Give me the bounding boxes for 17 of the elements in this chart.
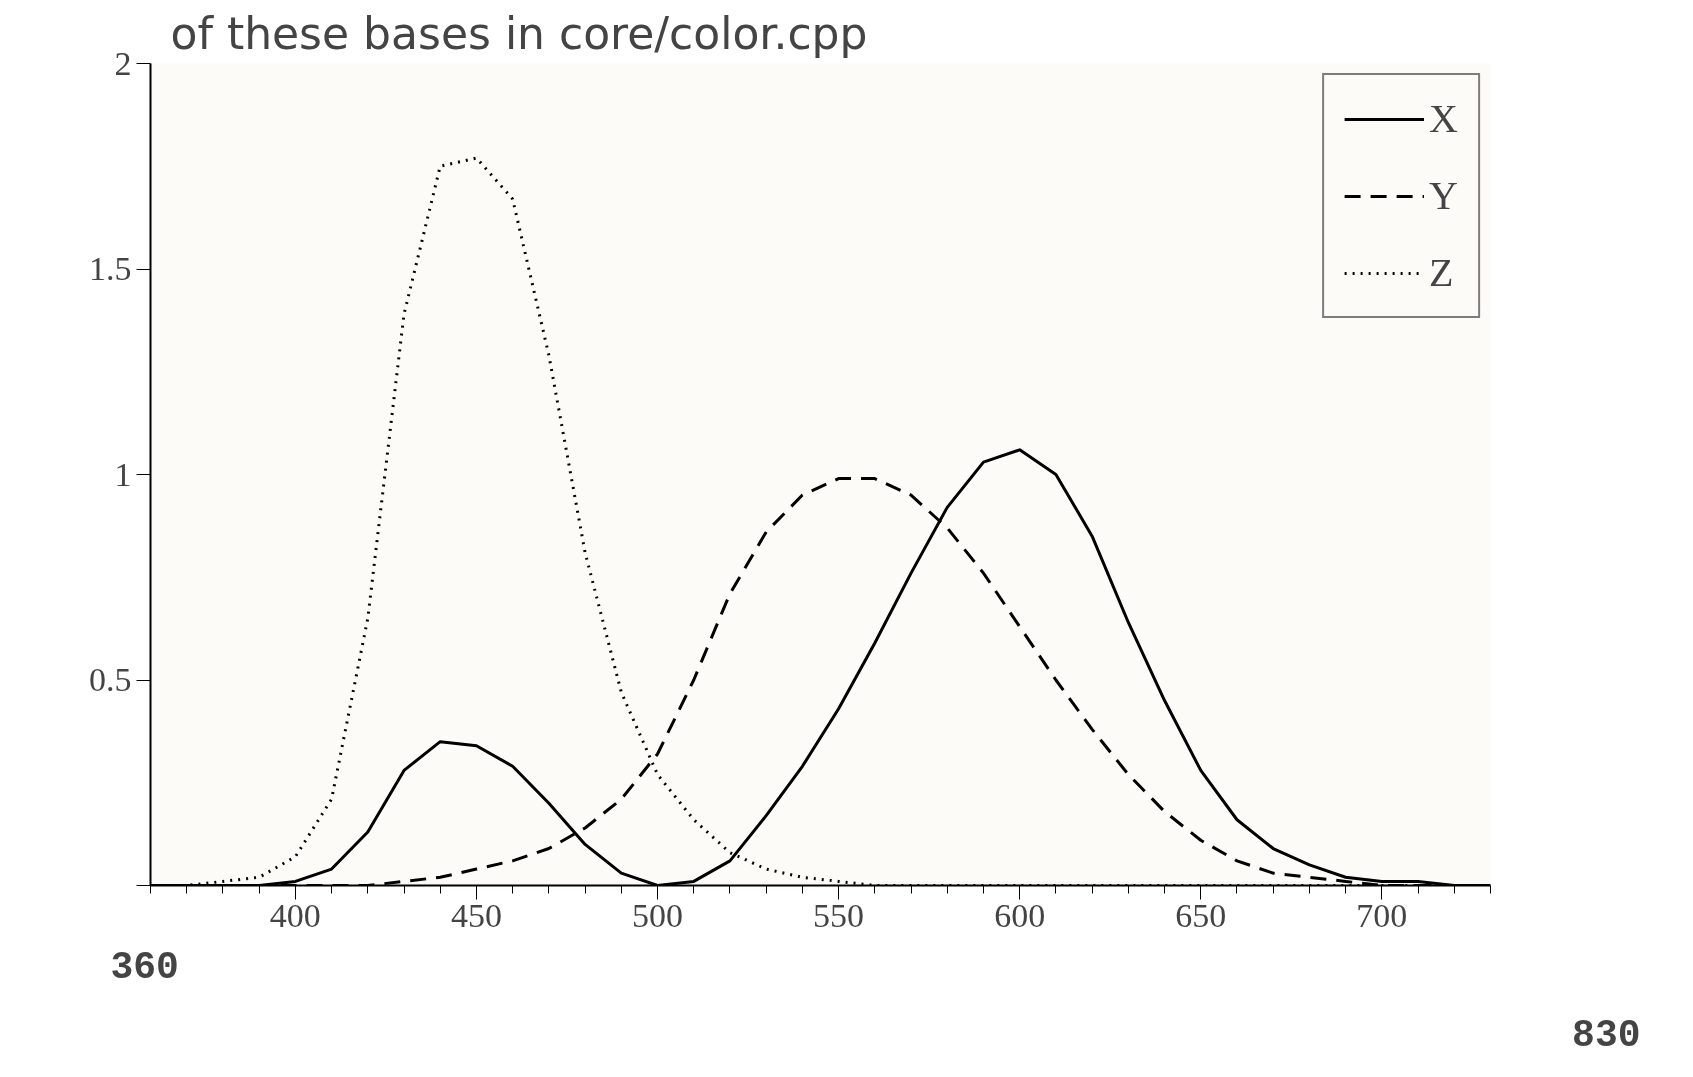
- x-tick-label: 500: [632, 896, 684, 934]
- x-tick-label: 400: [269, 896, 321, 934]
- text: 830: [1572, 1013, 1641, 1057]
- legend-label: X: [1429, 95, 1458, 142]
- y-tick-label: 0.5: [89, 661, 132, 698]
- legend-label: Y: [1429, 172, 1458, 219]
- x-tick-label: 600: [994, 896, 1046, 934]
- y-tick-label: 1: [114, 455, 132, 493]
- legend-label: Z: [1429, 249, 1454, 296]
- y-tick-label: 2: [114, 44, 132, 82]
- x-tick-label: 700: [1356, 896, 1408, 934]
- chart-title: of these bases in core/color.cpp: [170, 7, 868, 59]
- x-tick-label: 650: [1175, 896, 1227, 934]
- x-tick-label: 550: [813, 896, 865, 934]
- y-tick-label: 1.5: [89, 250, 132, 287]
- text: 360: [110, 945, 179, 989]
- x-tick-label: 450: [450, 896, 502, 934]
